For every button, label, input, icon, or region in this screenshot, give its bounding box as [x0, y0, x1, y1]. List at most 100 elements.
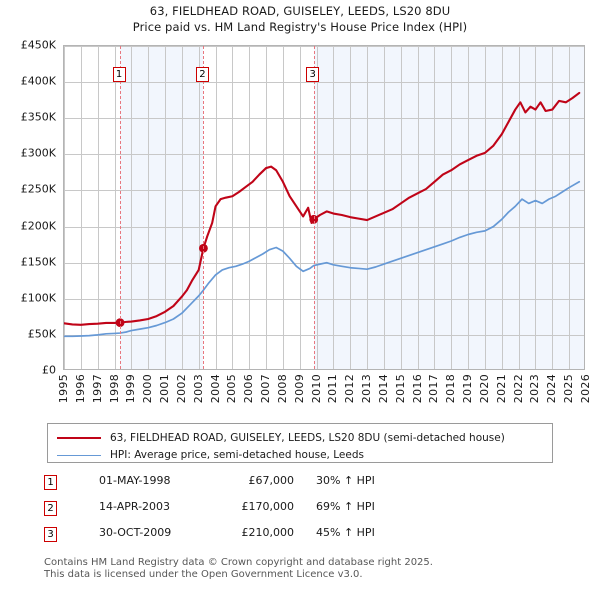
x-axis-tick-label: 2007: [259, 374, 273, 404]
x-axis-tick-label: 2026: [579, 374, 592, 404]
transaction-marker-line-3: [313, 46, 315, 369]
gridline-vertical: [114, 46, 116, 369]
y-axis-tick-label: £350K: [20, 110, 56, 124]
chart-marker-badge-3[interactable]: 3: [306, 67, 320, 82]
transaction-index-badge: 3: [44, 527, 57, 542]
legend-item-1: 63, FIELDHEAD ROAD, GUISELEY, LEEDS, LS2…: [57, 430, 505, 446]
gridline-vertical: [417, 46, 419, 369]
y-axis-tick-label: £450K: [20, 38, 56, 52]
price-chart: [63, 45, 585, 370]
chart-series-plot: [64, 91, 581, 338]
gridline-horizontal: [64, 298, 584, 300]
x-axis-tick-label: 1998: [107, 374, 121, 404]
gridline-horizontal: [64, 226, 584, 228]
y-axis-tick-label: £200K: [20, 219, 56, 233]
series-line-price-paid: [64, 91, 581, 326]
gridline-horizontal: [64, 190, 584, 192]
chart-marker-badge-2[interactable]: 2: [195, 67, 209, 82]
gridline-vertical: [484, 46, 486, 369]
table-row[interactable]: 2 14-APR-2003 £170,000 69% ↑ HPI: [44, 498, 464, 524]
x-axis-tick-label: 1995: [57, 374, 70, 404]
title-subtitle: Price paid vs. HM Land Registry's House …: [132, 20, 468, 34]
x-axis-tick-label: 2013: [360, 374, 374, 404]
gridline-vertical: [552, 46, 554, 369]
x-axis-tick-label: 2001: [158, 374, 172, 404]
gridline-horizontal: [64, 82, 584, 84]
transaction-price: £170,000: [241, 500, 295, 513]
legend-label: HPI: Average price, semi-detached house,…: [110, 449, 364, 461]
x-axis-tick-label: 2003: [191, 374, 205, 404]
x-axis-tick-label: 2006: [242, 374, 256, 404]
x-axis-tick-label: 2017: [427, 374, 441, 404]
table-row[interactable]: 3 30-OCT-2009 £210,000 45% ↑ HPI: [44, 524, 464, 550]
y-axis-tick-label: £100K: [20, 291, 56, 305]
gridline-vertical: [333, 46, 335, 369]
x-axis-tick-label: 2019: [461, 374, 475, 404]
gridline-vertical: [249, 46, 251, 369]
x-axis-tick-label: 2024: [545, 374, 559, 404]
gridline-vertical: [367, 46, 369, 369]
gridline-vertical: [501, 46, 503, 369]
transaction-hpi-delta: 30% ↑ HPI: [316, 474, 375, 487]
transaction-hpi-delta: 45% ↑ HPI: [316, 526, 375, 539]
x-axis-tick-label: 2016: [410, 374, 424, 404]
table-row[interactable]: 1 01-MAY-1998 £67,000 30% ↑ HPI: [44, 472, 464, 498]
gridline-vertical: [569, 46, 571, 369]
gridline-horizontal: [64, 118, 584, 120]
x-axis-tick-label: 2011: [326, 374, 340, 404]
x-axis-tick-label: 1997: [90, 374, 104, 404]
legend-label: 63, FIELDHEAD ROAD, GUISELEY, LEEDS, LS2…: [110, 432, 505, 444]
gridline-horizontal: [64, 46, 584, 47]
transaction-hpi-delta: 69% ↑ HPI: [316, 500, 375, 513]
transaction-price: £67,000: [248, 474, 295, 487]
transaction-marker-line-1: [120, 46, 122, 369]
y-axis-tick-label: £150K: [20, 255, 56, 269]
series-line-hpi: [64, 180, 581, 338]
gridline-vertical: [165, 46, 167, 369]
legend-color-swatch: [57, 454, 101, 456]
shaded-band-1: [120, 46, 204, 369]
x-axis-tick-label: 2005: [225, 374, 239, 404]
title-address: 63, FIELDHEAD ROAD, GUISELEY, LEEDS, LS2…: [149, 4, 451, 18]
x-axis-tick-label: 2015: [393, 374, 407, 404]
gridline-vertical: [148, 46, 150, 369]
gridline-vertical: [266, 46, 268, 369]
y-axis-tick-label: £250K: [20, 182, 56, 196]
x-axis-tick-label: 2002: [174, 374, 188, 404]
y-axis-tick-label: £300K: [20, 146, 56, 160]
x-axis-tick-label: 2012: [343, 374, 357, 404]
gridline-vertical: [518, 46, 520, 369]
gridline-vertical: [383, 46, 385, 369]
transaction-index-badge: 1: [44, 475, 57, 490]
footer-line-copyright: Contains HM Land Registry data © Crown c…: [44, 557, 433, 568]
gridline-vertical: [198, 46, 200, 369]
gridline-vertical: [97, 46, 99, 369]
y-axis-tick-label: £400K: [20, 74, 56, 88]
gridline-vertical: [282, 46, 284, 369]
gridline-vertical: [131, 46, 133, 369]
y-axis-tick-label: £0: [42, 363, 56, 377]
transaction-date: 14-APR-2003: [99, 500, 171, 513]
x-axis-tick-label: 2000: [141, 374, 155, 404]
legend-color-swatch: [57, 437, 101, 439]
chart-marker-badge-1[interactable]: 1: [112, 67, 126, 82]
footer-attribution: Contains HM Land Registry data © Crown c…: [44, 557, 584, 581]
gridline-vertical: [434, 46, 436, 369]
page-title: 63, FIELDHEAD ROAD, GUISELEY, LEEDS, LS2…: [0, 3, 600, 35]
transaction-marker-line-2: [203, 46, 205, 369]
x-axis-tick-label: 2022: [511, 374, 525, 404]
gridline-vertical: [64, 46, 65, 369]
gridline-vertical: [232, 46, 234, 369]
x-axis-tick-label: 1996: [73, 374, 87, 404]
x-axis-tick-label: 2021: [494, 374, 508, 404]
transactions-table: 1 01-MAY-1998 £67,000 30% ↑ HPI 2 14-APR-2003…: [44, 472, 464, 550]
x-axis-tick-label: 2025: [562, 374, 576, 404]
shaded-band-2: [313, 46, 584, 369]
gridline-vertical: [535, 46, 537, 369]
gridline-vertical: [80, 46, 82, 369]
gridline-vertical: [181, 46, 183, 369]
gridline-vertical: [451, 46, 453, 369]
x-axis-tick-label: 2009: [292, 374, 306, 404]
transaction-price: £210,000: [241, 526, 295, 539]
transaction-point-2[interactable]: [199, 243, 208, 253]
